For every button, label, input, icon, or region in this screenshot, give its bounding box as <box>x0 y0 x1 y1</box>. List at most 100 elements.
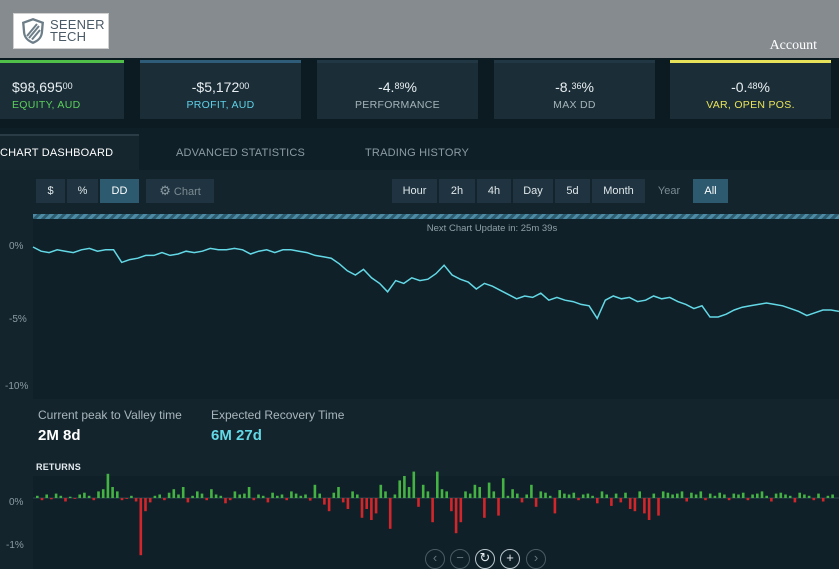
returns-bar-negative <box>205 498 208 501</box>
returns-bars <box>36 471 834 556</box>
returns-bar-positive <box>440 489 444 498</box>
returns-bar-positive <box>290 491 293 498</box>
returns-bar-positive <box>544 492 547 498</box>
stat-value: $98,69500 <box>12 79 73 95</box>
returns-bar-negative <box>633 498 637 512</box>
returns-bar-negative <box>285 498 288 501</box>
returns-bar-positive <box>167 492 171 498</box>
returns-bar-positive <box>78 494 81 498</box>
returns-bar-positive <box>68 496 72 498</box>
view-percent-button[interactable]: % <box>67 179 98 203</box>
range-hour-button[interactable]: Hour <box>392 179 437 203</box>
returns-bar-positive <box>271 492 274 498</box>
returns-bar-negative <box>50 498 53 500</box>
returns-bar-positive <box>181 487 185 498</box>
tab-trading-history[interactable]: TRADING HISTORY <box>365 147 470 159</box>
returns-bar-positive <box>294 493 298 498</box>
reset-zoom-button[interactable]: ↻ <box>475 549 495 569</box>
returns-bar-positive <box>530 484 533 498</box>
returns-bar-positive <box>233 491 237 498</box>
returns-bar-positive <box>539 491 543 498</box>
returns-bar-positive <box>257 494 260 498</box>
returns-bar-positive <box>492 491 496 498</box>
view-dd-button[interactable]: DD <box>100 179 139 203</box>
tab-advanced-statistics[interactable]: ADVANCED STATISTICS <box>176 147 306 159</box>
scroll-left-button[interactable]: ‹ <box>425 549 445 569</box>
returns-bar-negative <box>144 498 147 512</box>
range-year-button[interactable]: Year <box>657 185 681 197</box>
account-link[interactable]: Account <box>769 38 817 53</box>
view-dollar-button[interactable]: $ <box>36 179 65 203</box>
returns-bar-negative <box>308 498 312 501</box>
returns-bar-positive <box>111 487 114 498</box>
stat-value: -0.48% <box>731 79 770 95</box>
returns-bar-negative <box>746 498 750 501</box>
returns-bar-positive <box>548 495 552 498</box>
returns-bar-negative <box>821 498 825 502</box>
range-4h-button[interactable]: 4h <box>477 179 511 203</box>
returns-bar-positive <box>563 493 566 498</box>
returns-bar-negative <box>610 498 613 506</box>
range-day-button[interactable]: Day <box>513 179 553 203</box>
returns-bar-negative <box>497 498 500 516</box>
returns-bar-positive <box>59 495 63 498</box>
returns-bar-positive <box>756 493 759 498</box>
returns-bar-positive <box>478 487 481 498</box>
returns-bar-positive <box>737 494 740 498</box>
returns-bar-positive <box>567 494 571 498</box>
returns-bar-positive <box>506 495 510 498</box>
returns-bar-positive <box>158 494 161 498</box>
returns-bar-negative <box>520 498 524 503</box>
returns-bar-positive <box>403 476 406 498</box>
returns-bar-positive <box>45 494 48 498</box>
range-all-button[interactable]: All <box>693 179 728 203</box>
zoom-in-button[interactable]: + <box>500 549 520 569</box>
y-tick-label: -5% <box>9 314 27 325</box>
top-bar <box>0 0 839 58</box>
returns-bar-positive <box>558 490 561 498</box>
tab-chart-dashboard[interactable]: CHART DASHBOARD <box>0 147 114 159</box>
scroll-right-button[interactable]: › <box>526 549 546 569</box>
returns-bar-positive <box>379 484 383 498</box>
peak-to-valley-label: Current peak to Valley time <box>38 408 182 422</box>
returns-bar-positive <box>54 493 58 498</box>
returns-bar-positive <box>652 493 656 498</box>
stat-card-var: -0.48% VAR, OPEN POS. <box>670 60 831 119</box>
logo[interactable]: SEENER TECH <box>13 13 109 49</box>
tab-bar <box>0 128 839 170</box>
returns-bar-positive <box>393 494 397 498</box>
returns-bar-positive <box>831 494 834 498</box>
returns-bar-negative <box>454 498 458 534</box>
returns-bar-positive <box>774 493 778 498</box>
returns-bar-positive <box>779 492 783 498</box>
returns-bar-positive <box>817 493 820 498</box>
returns-bar-positive <box>826 495 830 498</box>
range-5d-button[interactable]: 5d <box>555 179 590 203</box>
stat-label: EQUITY, AUD <box>12 99 81 111</box>
returns-bar-positive <box>421 484 425 498</box>
returns-bar-negative <box>73 498 77 499</box>
returns-bar-positive <box>106 473 110 498</box>
logo-text: SEENER TECH <box>50 18 105 43</box>
returns-bar-positive <box>313 484 317 498</box>
chart-settings-button[interactable]: ⚙ Chart <box>146 179 214 203</box>
returns-bar-positive <box>676 493 679 498</box>
returns-bar-positive <box>101 489 105 498</box>
returns-bar-positive <box>718 492 721 498</box>
returns-bar-positive <box>130 495 133 498</box>
returns-bar-negative <box>628 498 632 509</box>
range-month-button[interactable]: Month <box>592 179 645 203</box>
returns-label: RETURNS <box>36 462 81 472</box>
returns-bar-negative <box>643 498 646 514</box>
returns-bar-negative <box>92 498 96 501</box>
returns-bar-negative <box>793 498 797 503</box>
returns-bar-negative <box>139 498 143 556</box>
returns-bar-negative <box>534 498 538 507</box>
returns-bar-positive <box>600 491 604 498</box>
y-tick-label: 0% <box>9 241 24 252</box>
returns-bar-positive <box>177 494 180 498</box>
next-update-text: Next Chart Update in: 25m 39s <box>426 223 558 234</box>
range-2h-button[interactable]: 2h <box>439 179 475 203</box>
returns-bar-negative <box>120 498 124 501</box>
zoom-out-button[interactable]: − <box>450 549 470 569</box>
